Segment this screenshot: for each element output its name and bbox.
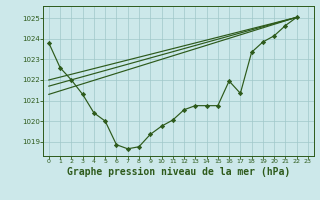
X-axis label: Graphe pression niveau de la mer (hPa): Graphe pression niveau de la mer (hPa) [67, 167, 290, 177]
